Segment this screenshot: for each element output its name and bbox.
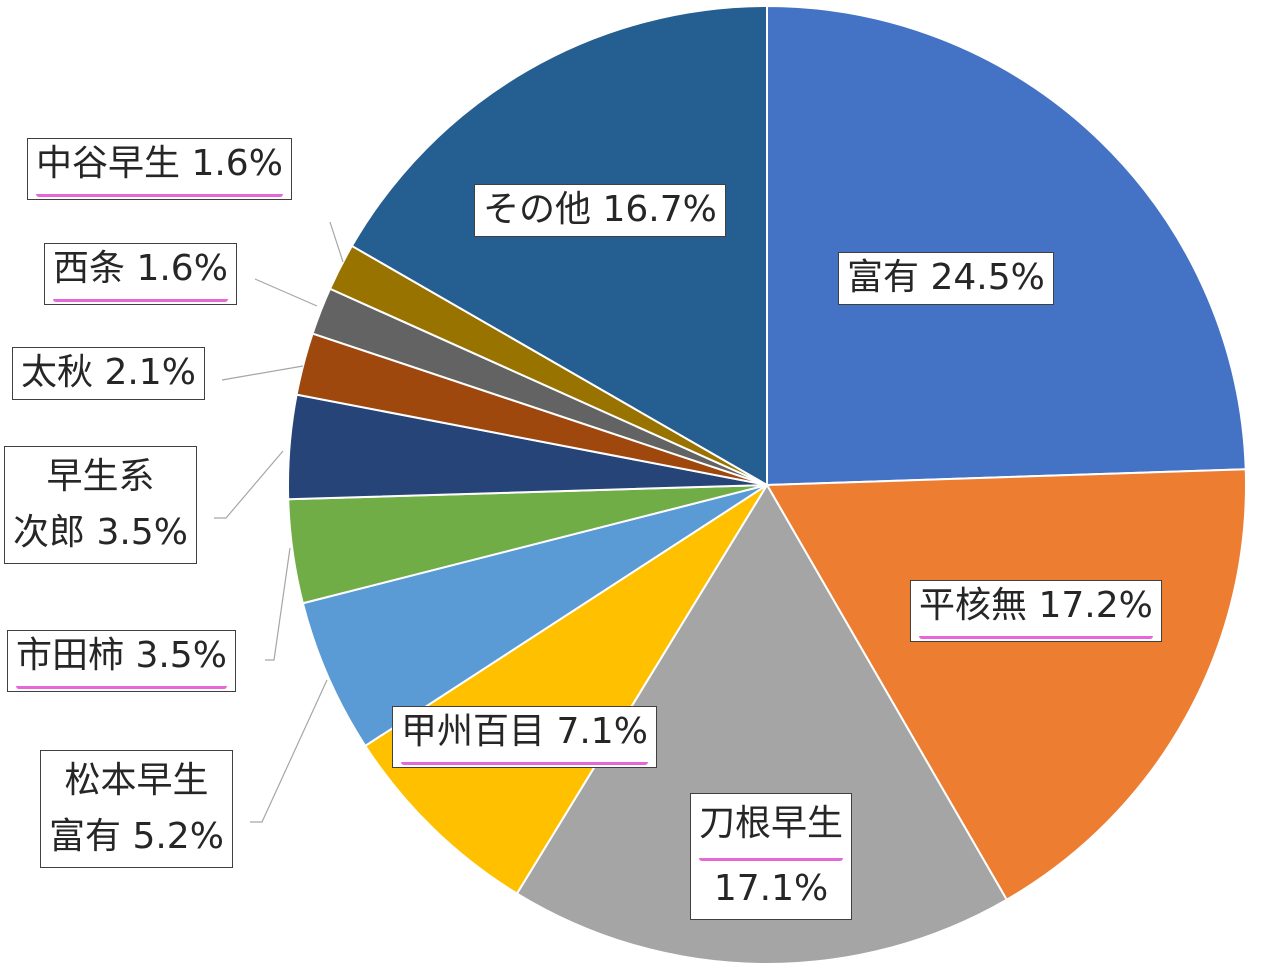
pie-slice-2 bbox=[515, 483, 1009, 965]
leader-line-3 bbox=[214, 450, 284, 519]
slice-label-ichidagaki: 市田柿 3.5% bbox=[7, 630, 236, 692]
slice-label-saijo: 西条 1.6% bbox=[44, 243, 237, 305]
leader-line-0 bbox=[329, 221, 344, 263]
slice-label-matsumoto-wase-fuyu: 松本早生 富有 5.2% bbox=[40, 750, 233, 868]
pie-slice-1 bbox=[765, 468, 1247, 902]
pie-slice-10 bbox=[350, 4, 768, 487]
slice-label-other: その他 16.7% bbox=[474, 184, 726, 237]
leader-line-1 bbox=[254, 278, 318, 307]
slice-label-wase-jiro: 早生系 次郎 3.5% bbox=[4, 446, 197, 564]
leader-line-2 bbox=[221, 365, 304, 381]
leader-line-5 bbox=[250, 679, 328, 823]
pie-slice-4 bbox=[301, 484, 768, 748]
leader-line-4 bbox=[265, 547, 291, 661]
slice-label-tonewase: 刀根早生 17.1% bbox=[690, 793, 853, 920]
slice-label-fuyu: 富有 24.5% bbox=[838, 252, 1054, 305]
slice-label-taishu: 太秋 2.1% bbox=[12, 347, 205, 400]
pie-slice-3 bbox=[363, 484, 768, 895]
slice-label-nakatani-wase: 中谷早生 1.6% bbox=[27, 138, 292, 200]
slice-label-hiratanenashi: 平核無 17.2% bbox=[910, 580, 1162, 642]
pie-slice-0 bbox=[766, 4, 1247, 487]
slice-label-koshu-hyakume: 甲州百目 7.1% bbox=[392, 706, 657, 768]
